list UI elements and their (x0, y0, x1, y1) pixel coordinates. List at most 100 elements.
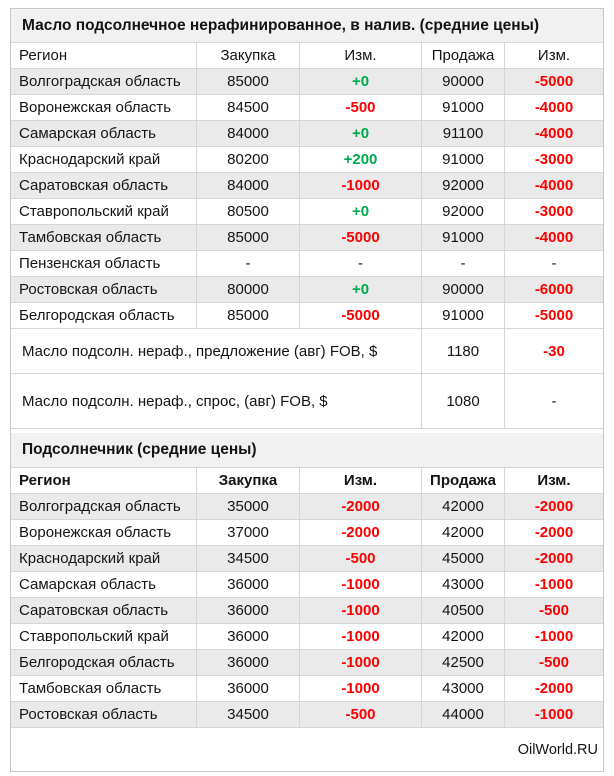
purchase-change-cell: +0 (299, 277, 421, 302)
fob-demand-row: Масло подсолн. нераф., спрос, (авг) FOB,… (11, 374, 603, 429)
purchase-change-cell: -500 (299, 95, 421, 120)
table-row: Ростовская область 80000 +0 90000 -6000 (11, 277, 603, 303)
region-cell: Воронежская область (19, 524, 172, 541)
purchase-cell: 34500 (196, 546, 299, 571)
sale-cell: 42000 (421, 624, 504, 649)
purchase-cell: 36000 (196, 572, 299, 597)
region-cell: Тамбовская область (19, 680, 162, 697)
sale-change-cell: -2000 (504, 520, 603, 545)
purchase-change-cell: - (299, 251, 421, 276)
region-cell: Белгородская область (19, 307, 175, 324)
table-row: Волгоградская область 35000 -2000 42000 -200… (11, 494, 603, 520)
column-header-region: Регион (19, 47, 68, 64)
sale-change-cell: -3000 (504, 199, 603, 224)
sale-change-cell: -4000 (504, 95, 603, 120)
column-header-change1: Изм. (299, 468, 421, 493)
table-row: Самарская область 84000 +0 91100 -4000 (11, 121, 603, 147)
purchase-change-cell: -1000 (299, 624, 421, 649)
purchase-cell: 84000 (196, 173, 299, 198)
fob-demand-change: - (504, 374, 603, 428)
purchase-cell: 85000 (196, 225, 299, 250)
fob-offer-change: -30 (504, 329, 603, 373)
table-row: Ставропольский край 36000 -1000 42000 -1000 (11, 624, 603, 650)
sale-change-cell: -2000 (504, 676, 603, 701)
region-cell: Волгоградская область (19, 498, 181, 515)
sale-cell: 90000 (421, 277, 504, 302)
purchase-change-cell: -5000 (299, 303, 421, 328)
sale-change-cell: -2000 (504, 494, 603, 519)
sale-cell: 42500 (421, 650, 504, 675)
region-cell: Краснодарский край (19, 151, 161, 168)
region-cell: Белгородская область (19, 654, 175, 671)
sale-change-cell: - (504, 251, 603, 276)
sale-cell: 42000 (421, 520, 504, 545)
purchase-change-cell: +0 (299, 121, 421, 146)
column-header-change2: Изм. (504, 43, 603, 68)
table-row: Белгородская область 85000 -5000 91000 -5000 (11, 303, 603, 329)
table-row: Ставропольский край 80500 +0 92000 -3000 (11, 199, 603, 225)
purchase-change-cell: -5000 (299, 225, 421, 250)
table-row: Воронежская область 37000 -2000 42000 -2000 (11, 520, 603, 546)
region-cell: Волгоградская область (19, 73, 181, 90)
purchase-cell: 36000 (196, 624, 299, 649)
fob-offer-value: 1180 (421, 329, 504, 373)
region-cell: Тамбовская область (19, 229, 162, 246)
fob-offer-row: Масло подсолн. нераф., предложение (авг)… (11, 329, 603, 374)
purchase-cell: 80500 (196, 199, 299, 224)
region-cell: Краснодарский край (19, 550, 161, 567)
region-cell: Саратовская область (19, 602, 169, 619)
table-row: Самарская область 36000 -1000 43000 -1000 (11, 572, 603, 598)
sale-change-cell: -500 (504, 598, 603, 623)
region-cell: Ростовская область (19, 281, 158, 298)
purchase-change-cell: -1000 (299, 650, 421, 675)
purchase-cell: 37000 (196, 520, 299, 545)
column-header-purchase: Закупка (196, 43, 299, 68)
purchase-cell: 36000 (196, 650, 299, 675)
column-header-sale: Продажа (421, 468, 504, 493)
sale-cell: 91000 (421, 95, 504, 120)
column-header-purchase: Закупка (196, 468, 299, 493)
table2-header-row: Регион Закупка Изм. Продажа Изм. (11, 468, 603, 494)
brand-label: OilWorld.RU (517, 741, 598, 758)
table-row: Пензенская область - - - - (11, 251, 603, 277)
sale-cell: 91000 (421, 303, 504, 328)
table-row: Волгоградская область 85000 +0 90000 -5000 (11, 69, 603, 95)
footer: OilWorld.RU (11, 728, 603, 771)
purchase-cell: 85000 (196, 303, 299, 328)
purchase-change-cell: -1000 (299, 676, 421, 701)
table-row: Саратовская область 36000 -1000 40500 -500 (11, 598, 603, 624)
sale-cell: 42000 (421, 494, 504, 519)
table-row: Воронежская область 84500 -500 91000 -4000 (11, 95, 603, 121)
purchase-change-cell: -2000 (299, 520, 421, 545)
region-cell: Воронежская область (19, 99, 172, 116)
sale-cell: 91000 (421, 147, 504, 172)
sale-cell: 92000 (421, 199, 504, 224)
region-cell: Пензенская область (19, 255, 161, 272)
purchase-change-cell: +200 (299, 147, 421, 172)
sale-change-cell: -2000 (504, 546, 603, 571)
region-cell: Ставропольский край (19, 203, 169, 220)
sale-cell: 92000 (421, 173, 504, 198)
column-header-change2: Изм. (504, 468, 603, 493)
table-row: Тамбовская область 85000 -5000 91000 -4000 (11, 225, 603, 251)
sale-cell: 91000 (421, 225, 504, 250)
table-row: Саратовская область 84000 -1000 92000 -4000 (11, 173, 603, 199)
sale-change-cell: -1000 (504, 572, 603, 597)
table1-title: Масло подсолнечное нерафинированное, в н… (11, 9, 603, 43)
sale-cell: 43000 (421, 676, 504, 701)
sale-cell: 45000 (421, 546, 504, 571)
purchase-cell: 84500 (196, 95, 299, 120)
table-separator (11, 429, 603, 433)
region-cell: Ставропольский край (19, 628, 169, 645)
purchase-cell: 34500 (196, 702, 299, 727)
purchase-change-cell: +0 (299, 69, 421, 94)
sale-cell: 90000 (421, 69, 504, 94)
region-cell: Самарская область (19, 125, 156, 142)
purchase-change-cell: -500 (299, 702, 421, 727)
purchase-change-cell: -500 (299, 546, 421, 571)
sale-cell: 91100 (421, 121, 504, 146)
purchase-change-cell: -1000 (299, 173, 421, 198)
purchase-change-cell: -1000 (299, 598, 421, 623)
sale-change-cell: -500 (504, 650, 603, 675)
region-cell: Саратовская область (19, 177, 169, 194)
